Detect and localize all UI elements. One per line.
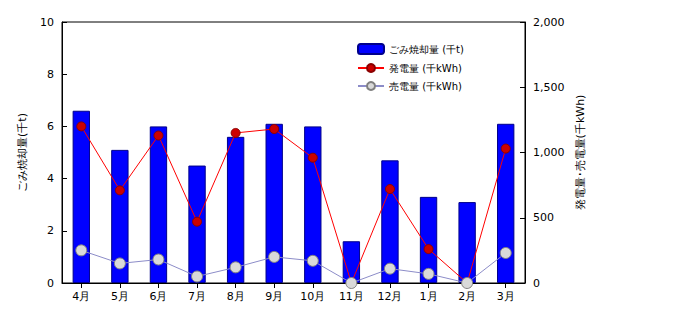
svg-text:2月: 2月 — [458, 290, 476, 303]
svg-text:5月: 5月 — [111, 290, 129, 303]
svg-text:2,000: 2,000 — [533, 16, 565, 29]
svg-text:6: 6 — [47, 120, 54, 133]
svg-text:500: 500 — [533, 211, 554, 224]
svg-text:8月: 8月 — [227, 290, 245, 303]
svg-text:4月: 4月 — [72, 290, 90, 303]
svg-text:8: 8 — [47, 68, 54, 81]
svg-text:発電量･売電量(千kWh): 発電量･売電量(千kWh) — [574, 95, 587, 211]
svg-text:ごみ焼却量 (千t): ごみ焼却量 (千t) — [389, 44, 464, 55]
svg-text:9月: 9月 — [265, 290, 283, 303]
svg-text:ごみ焼却量(千t): ごみ焼却量(千t) — [16, 113, 29, 192]
svg-text:12月: 12月 — [377, 290, 402, 303]
svg-text:7月: 7月 — [188, 290, 206, 303]
svg-text:4: 4 — [47, 172, 54, 185]
svg-text:発電量 (千kWh): 発電量 (千kWh) — [389, 63, 462, 74]
svg-text:1,500: 1,500 — [533, 81, 565, 94]
svg-text:10月: 10月 — [300, 290, 325, 303]
svg-text:2: 2 — [47, 224, 54, 237]
svg-text:10: 10 — [40, 16, 54, 29]
svg-text:1,000: 1,000 — [533, 146, 565, 159]
svg-text:3月: 3月 — [497, 290, 515, 303]
svg-text:6月: 6月 — [149, 290, 167, 303]
svg-text:1月: 1月 — [420, 290, 438, 303]
svg-text:0: 0 — [47, 277, 54, 290]
svg-text:11月: 11月 — [339, 290, 364, 303]
svg-text:0: 0 — [533, 277, 540, 290]
svg-text:売電量 (千kWh): 売電量 (千kWh) — [389, 81, 462, 92]
